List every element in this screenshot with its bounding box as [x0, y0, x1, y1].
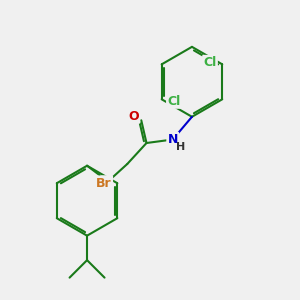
- Text: Br: Br: [96, 177, 112, 190]
- Text: H: H: [176, 142, 185, 152]
- Text: O: O: [128, 110, 139, 123]
- Text: Cl: Cl: [203, 56, 217, 69]
- Text: N: N: [167, 133, 178, 146]
- Text: Cl: Cl: [167, 94, 181, 107]
- Text: O: O: [101, 177, 112, 190]
